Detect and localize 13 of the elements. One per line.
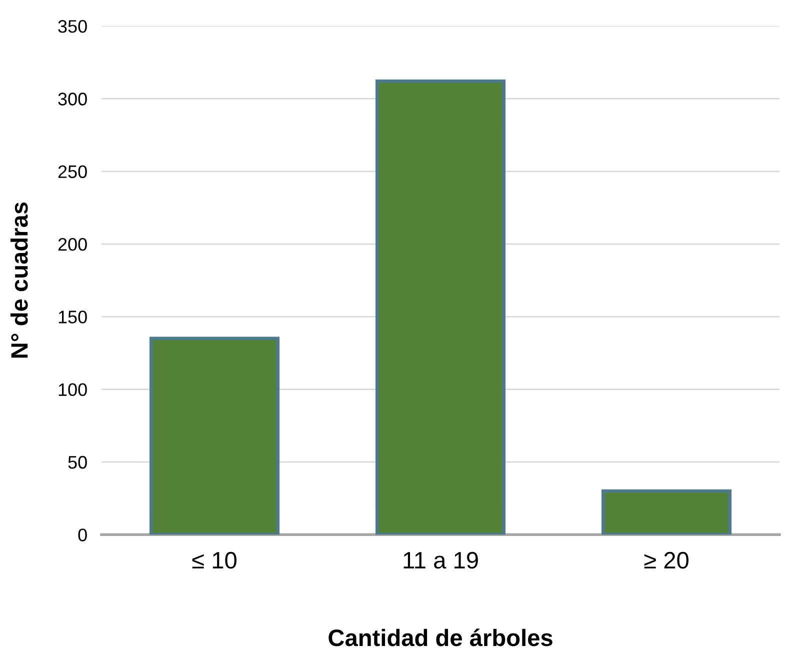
y-tick-label: 150 bbox=[58, 310, 87, 324]
x-tick-label: ≥ 20 bbox=[644, 552, 688, 569]
y-tick-label: 200 bbox=[58, 238, 87, 251]
y-tick-label: 250 bbox=[58, 165, 87, 178]
x-axis-title: Cantidad de árboles bbox=[328, 628, 552, 646]
x-tick-label: ≤ 10 bbox=[192, 552, 236, 569]
y-tick-label: 100 bbox=[58, 383, 87, 396]
y-tick-label: 0 bbox=[78, 528, 87, 542]
y-tick-label: 50 bbox=[68, 456, 87, 469]
y-axis-title: N° de cuadras bbox=[10, 202, 28, 358]
y-tick-label: 350 bbox=[58, 20, 87, 33]
x-tick-label: 11 a 19 bbox=[404, 552, 478, 569]
y-tick-label: 300 bbox=[58, 92, 87, 106]
